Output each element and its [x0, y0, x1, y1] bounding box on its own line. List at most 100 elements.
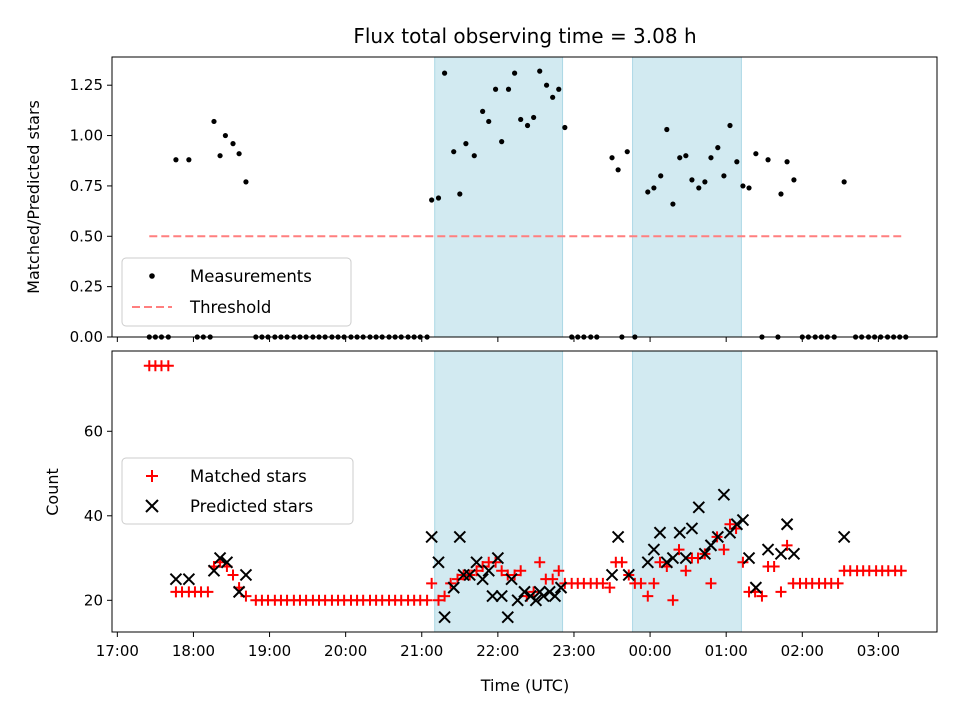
predicted-star-point: [611, 530, 625, 544]
measurement-point: [236, 151, 242, 157]
matched-star-point: [477, 561, 489, 573]
predicted-star-point: [761, 543, 775, 556]
predicted-star-point: [605, 568, 619, 582]
matched-star-point: [490, 556, 502, 568]
bottom-x-axis: 17:00 18:00 19:00 20:00 21:00 22:00 23:00 00:00…: [96, 632, 900, 660]
shaded-interval-2: [632, 350, 742, 633]
predicted-star-point: [622, 568, 635, 582]
bottom-legend: Matched stars Predicted stars: [121, 457, 354, 525]
x-tick-label: 20:00: [324, 642, 367, 660]
matched-star-point: [227, 569, 239, 581]
measurement-point: [550, 94, 556, 100]
measurement-point: [683, 153, 689, 159]
measurement-point: [512, 70, 518, 76]
x-tick-label: 18:00: [172, 642, 215, 660]
predicted-star-point: [518, 585, 531, 599]
predicted-star-point: [453, 530, 467, 544]
matched-star-point: [553, 565, 565, 577]
x-tick-label: 03:00: [857, 642, 900, 660]
top-x-ticks: [116, 337, 879, 342]
predicted-star-point: [660, 556, 674, 569]
predicted-star-point: [774, 547, 788, 561]
y-tick-label: 0.50: [70, 227, 103, 245]
matched-star-point: [534, 556, 546, 568]
predicted-star-point: [501, 611, 514, 624]
predicted-star-point: [529, 594, 543, 607]
predicted-star-point: [239, 568, 253, 582]
predicted-star-point: [723, 526, 737, 539]
predicted-star-point: [685, 522, 699, 535]
matched-star-point: [648, 577, 660, 589]
top-y-axis: 0.00 0.25 0.50 0.75 1.00 1.25: [70, 76, 112, 346]
top-legend-box: [121, 257, 352, 327]
matched-star-point: [439, 590, 451, 602]
x-tick-label: 17:00: [96, 642, 139, 660]
predicted-star-point: [213, 551, 227, 565]
bottom-plot-frame: [111, 350, 938, 633]
x-tick-label: 00:00: [628, 642, 671, 660]
predicted-star-point: [482, 564, 495, 577]
predicted-star-point: [447, 581, 460, 594]
matched-star-point: [667, 594, 679, 606]
legend-measurements-marker: [149, 273, 155, 279]
measurement-point: [222, 132, 228, 139]
legend-predicted-marker: [145, 499, 159, 513]
measurement-point: [499, 139, 505, 145]
predicted-star-point: [207, 564, 221, 577]
measurement-point: [721, 173, 727, 179]
matched-star-point: [421, 594, 433, 606]
matched-star-point: [832, 577, 844, 589]
top-y-axis-title: Matched/Predicted stars: [24, 100, 43, 294]
measurement-point: [624, 149, 630, 155]
bottom-predicted-points: [169, 488, 851, 624]
measurement-point: [784, 159, 790, 165]
top-shaded-intervals: [434, 56, 742, 338]
measurement-point: [435, 195, 442, 201]
shaded-interval-1: [434, 56, 564, 338]
legend-matched-label: Matched stars: [190, 467, 307, 486]
predicted-star-point: [787, 547, 801, 561]
predicted-star-point: [749, 581, 763, 594]
matched-star-point: [604, 582, 616, 594]
predicted-star-point: [470, 556, 483, 569]
measurement-point: [457, 191, 463, 197]
measurement-point: [734, 159, 740, 165]
measurement-point: [543, 82, 550, 88]
predicted-star-point: [232, 585, 246, 599]
matched-star-point: [515, 565, 527, 577]
measurement-point: [651, 185, 657, 191]
measurement-point: [518, 116, 524, 123]
top-panel: 0.00 0.25 0.50 0.75 1.00 1.25 Matched/Predict…: [24, 56, 938, 346]
matched-star-point: [162, 360, 174, 372]
predicted-star-point: [511, 594, 524, 607]
matched-star-point: [718, 544, 730, 556]
matched-star-point: [426, 577, 438, 589]
x-tick-label: 01:00: [705, 642, 748, 660]
predicted-star-point: [169, 572, 183, 586]
matched-star-point: [597, 577, 609, 589]
matched-star-point: [202, 586, 214, 598]
predicted-star-point: [698, 547, 712, 561]
predicted-star-point: [220, 556, 234, 569]
predicted-star-point: [425, 530, 438, 544]
measurement-point: [537, 68, 543, 74]
matched-star-point: [616, 556, 628, 568]
predicted-star-point: [692, 501, 705, 514]
predicted-star-point: [673, 526, 686, 539]
predicted-star-point: [491, 551, 505, 565]
measurement-point: [524, 122, 531, 129]
measurement-point: [441, 70, 448, 76]
measurement-point: [531, 114, 537, 121]
measurement-point: [609, 155, 615, 161]
x-tick-label: 21:00: [400, 642, 443, 660]
predicted-star-point: [432, 556, 445, 569]
measurement-point: [471, 153, 477, 159]
measurement-point: [715, 145, 721, 151]
measurement-point: [708, 155, 714, 161]
matched-star-point: [547, 573, 559, 585]
measurement-point: [505, 86, 512, 92]
x-tick-label: 23:00: [552, 642, 595, 660]
matched-star-point: [705, 577, 717, 589]
measurement-point: [727, 122, 733, 129]
measurement-point: [670, 201, 676, 207]
